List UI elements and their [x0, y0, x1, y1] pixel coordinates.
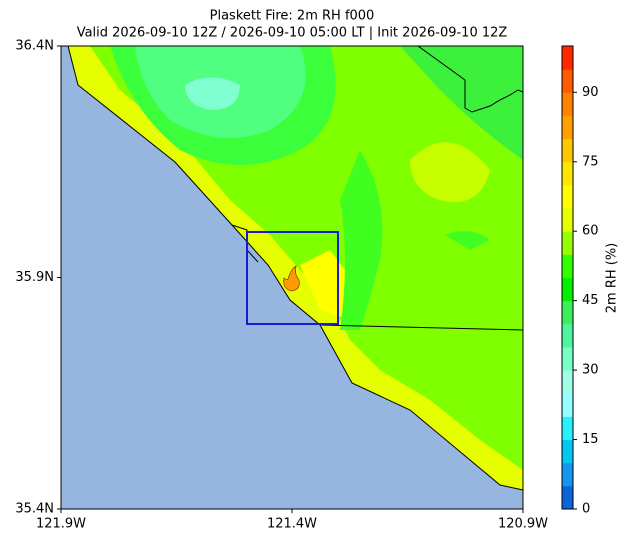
x-tick-label: 121.4W	[267, 517, 317, 532]
colorbar-tick-label: 15	[582, 432, 599, 447]
fire-box	[246, 231, 339, 325]
colorbar-segment	[562, 370, 573, 394]
colorbar-segment	[562, 346, 573, 371]
map-subtitle: Valid 2026-09-10 12Z / 2026-09-10 05:00 …	[77, 26, 508, 41]
colorbar-label: 2m RH (%)	[605, 243, 620, 314]
fire-icon	[283, 265, 300, 292]
y-tick-label: 35.4N	[15, 502, 54, 517]
x-tick-label: 121.9W	[36, 517, 86, 532]
colorbar	[562, 46, 573, 510]
colorbar-segment	[562, 231, 573, 255]
colorbar-segment	[562, 277, 573, 302]
colorbar-tick-label: 75	[582, 154, 599, 169]
colorbar-tick-label: 0	[582, 502, 590, 517]
colorbar-tick-label: 45	[582, 293, 599, 308]
x-tick-label: 120.9W	[498, 517, 548, 532]
colorbar-segment	[562, 485, 573, 510]
colorbar-segment	[562, 393, 573, 417]
county-line	[417, 46, 523, 113]
colorbar-frame	[561, 45, 574, 510]
colorbar-segment	[562, 161, 573, 186]
map-area	[61, 46, 523, 509]
green-northeast	[400, 46, 523, 160]
colorbar-tick-label: 60	[582, 224, 599, 239]
colorbar-segment	[562, 92, 573, 116]
colorbar-segment	[562, 323, 573, 348]
colorbar-segment	[562, 416, 573, 441]
colorbar-segment	[562, 184, 573, 209]
colorbar-segment	[562, 254, 573, 278]
colorbar-segment	[562, 115, 573, 140]
coastline	[67, 46, 523, 491]
colorbar-segment	[562, 46, 573, 70]
aqua-spot	[185, 77, 240, 110]
map-title: Plaskett Fire: 2m RH f000	[210, 9, 375, 24]
colorbar-segment	[562, 208, 573, 232]
inland-patch	[410, 142, 490, 202]
colorbar-segment	[562, 69, 573, 93]
colorbar-segment	[562, 138, 573, 163]
colorbar-segment	[562, 462, 573, 487]
colorbar-segment	[562, 439, 573, 464]
y-tick-label: 35.9N	[15, 270, 54, 285]
county-line	[319, 324, 523, 331]
y-tick-label: 36.4N	[15, 39, 54, 54]
colorbar-segment	[562, 300, 573, 325]
colorbar-tick-label: 30	[582, 363, 599, 378]
green-ridge	[340, 150, 383, 330]
colorbar-tick-label: 90	[582, 85, 599, 100]
green-spot	[445, 231, 490, 250]
